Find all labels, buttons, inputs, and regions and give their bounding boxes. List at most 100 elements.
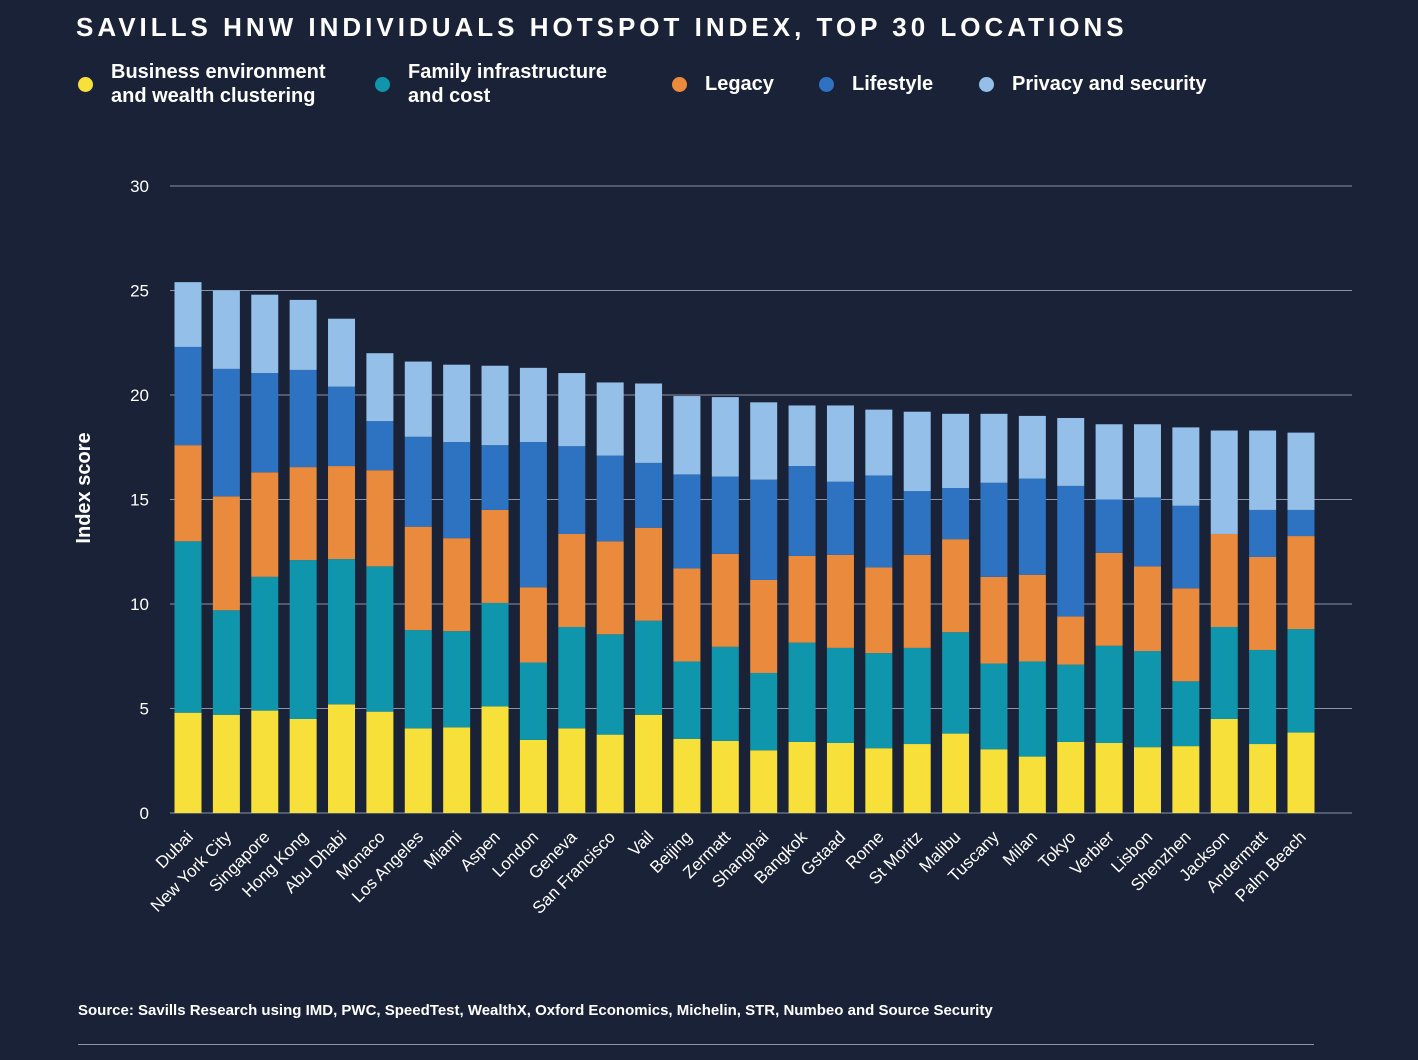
- bar-segment: [942, 539, 970, 633]
- bar-segment: [1172, 505, 1200, 589]
- bar-segment: [596, 541, 624, 635]
- bar-segment: [711, 476, 739, 554]
- bar-segment: [673, 738, 701, 813]
- bar-segment: [1287, 509, 1315, 537]
- bar-segment: [558, 626, 586, 729]
- bar-segment: [788, 741, 816, 813]
- bar-segment: [212, 610, 240, 715]
- bar-stack-bangkok: [788, 405, 816, 813]
- bar-segment: [635, 383, 663, 463]
- bar-segment: [366, 353, 394, 422]
- bar-segment: [251, 472, 279, 577]
- bar-segment: [251, 373, 279, 473]
- y-tick-label: 30: [130, 177, 149, 196]
- bar-segment: [942, 733, 970, 813]
- bar-segment: [1133, 566, 1161, 652]
- bar-segment: [711, 646, 739, 741]
- bar-segment: [289, 718, 317, 813]
- bar-stack-london: [519, 367, 547, 813]
- bar-segment: [596, 455, 624, 542]
- y-tick-label: 0: [140, 804, 149, 823]
- bar-segment: [750, 750, 778, 813]
- bar-stack-vail: [635, 383, 663, 813]
- bar-segment: [1057, 741, 1085, 813]
- bar-segment: [251, 576, 279, 711]
- bar-segment: [942, 632, 970, 734]
- bar-segment: [1249, 556, 1277, 650]
- bar-segment: [903, 491, 931, 555]
- bar-stack-shenzhen: [1172, 427, 1200, 813]
- bar-segment: [826, 554, 854, 648]
- bar-stack-dubai: [174, 282, 202, 813]
- bar-segment: [1210, 430, 1238, 534]
- bar-segment: [635, 620, 663, 715]
- bar-stack-zermatt: [711, 397, 739, 813]
- bar-segment: [443, 631, 471, 728]
- bar-segment: [826, 481, 854, 555]
- bar-segment: [1249, 744, 1277, 813]
- bar-segment: [481, 602, 509, 707]
- bar-segment: [328, 704, 356, 813]
- bar-segment: [865, 567, 893, 654]
- bar-segment: [788, 555, 816, 643]
- bar-segment: [750, 402, 778, 480]
- bar-segment: [635, 462, 663, 528]
- x-tick-label: Miami: [420, 827, 465, 872]
- bar-stack-lisbon: [1133, 424, 1161, 813]
- bar-segment: [980, 413, 1008, 483]
- bar-segment: [711, 553, 739, 647]
- bar-segment: [174, 282, 202, 347]
- bar-segment: [519, 662, 547, 740]
- y-tick-label: 25: [130, 282, 149, 301]
- bar-segment: [1249, 509, 1277, 557]
- bar-segment: [1249, 430, 1277, 510]
- bar-stack-singapore: [251, 294, 279, 813]
- y-tick-label: 20: [130, 386, 149, 405]
- legend-label-privacy: Privacy and security: [1012, 73, 1207, 95]
- bar-segment: [1095, 552, 1123, 646]
- bar-segment: [1172, 588, 1200, 682]
- bar-segment: [1018, 478, 1046, 575]
- bar-segment: [481, 445, 509, 510]
- bar-segment: [404, 436, 432, 527]
- bar-segment: [251, 294, 279, 374]
- bar-segment: [750, 672, 778, 751]
- bar-segment: [1210, 533, 1238, 627]
- bar-segment: [481, 706, 509, 813]
- y-tick-label: 10: [130, 595, 149, 614]
- legend-item-legacy: Legacy: [672, 58, 774, 110]
- bar-segment: [1018, 756, 1046, 813]
- bar-segment: [980, 482, 1008, 577]
- bar-segment: [366, 566, 394, 712]
- bar-segment: [980, 576, 1008, 664]
- bar-segment: [673, 661, 701, 739]
- bar-stack-gstaad: [826, 405, 854, 813]
- chart-legend: Business environment and wealth clusteri…: [78, 58, 1318, 110]
- bar-segment: [788, 466, 816, 556]
- bar-segment: [788, 642, 816, 742]
- bar-segment: [1172, 681, 1200, 747]
- bar-segment: [1210, 718, 1238, 813]
- bar-segment: [711, 397, 739, 477]
- legend-swatch-legacy: [672, 76, 687, 92]
- bar-segment: [1018, 415, 1046, 479]
- bar-segment: [1095, 742, 1123, 813]
- legend-label-lifestyle: Lifestyle: [852, 73, 934, 95]
- bar-segment: [289, 467, 317, 561]
- bar-stack-milan: [1018, 415, 1046, 813]
- bar-segment: [980, 749, 1008, 813]
- legend-label-business: Business environment and wealth clusteri…: [111, 61, 326, 107]
- bar-stack-hong-kong: [289, 299, 317, 813]
- bar-segment: [404, 728, 432, 813]
- bar-segment: [711, 740, 739, 813]
- bar-segment: [826, 647, 854, 743]
- legend-item-family: Family infrastructure and cost: [375, 58, 607, 110]
- source-note: Source: Savills Research using IMD, PWC,…: [78, 1002, 993, 1019]
- bar-stack-aspen: [481, 365, 509, 813]
- bar-segment: [366, 421, 394, 471]
- bar-segment: [1057, 616, 1085, 665]
- bar-segment: [826, 742, 854, 813]
- bar-segment: [174, 346, 202, 446]
- bar-segment: [289, 299, 317, 370]
